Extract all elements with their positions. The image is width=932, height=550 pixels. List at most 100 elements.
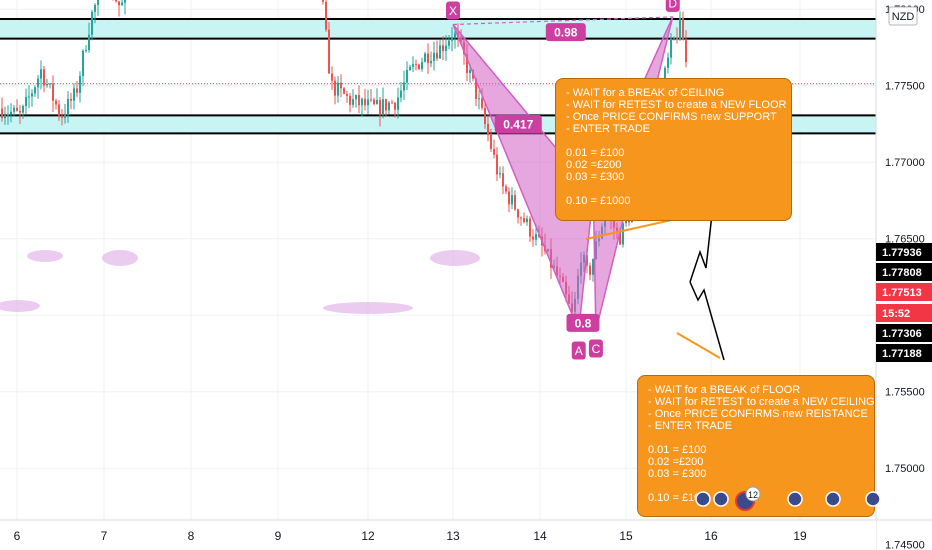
x-tick-label: 19 (793, 529, 807, 543)
candle-body (43, 69, 45, 86)
x-tick-label: 6 (14, 529, 21, 543)
y-tick-label: 1.77000 (885, 157, 925, 169)
candle-body (523, 218, 525, 223)
candle-body (331, 73, 333, 81)
currency-tag-bg (888, 6, 918, 26)
candle-body (124, 0, 126, 3)
candle-body (7, 114, 9, 116)
pattern-triangle-xab (452, 24, 595, 331)
candle-body (343, 88, 345, 94)
price-badge: 1.77306 (882, 328, 922, 340)
candle-body (25, 97, 27, 107)
y-tick-label: 1.75000 (885, 463, 925, 475)
price-badge-bg (876, 243, 932, 261)
highlight-ellipse (0, 300, 40, 312)
candle-body (382, 99, 384, 115)
candle-body (679, 17, 681, 40)
x-tick-label: 8 (188, 529, 195, 543)
candle-body (79, 76, 81, 93)
candle-body (418, 64, 420, 70)
price-zone (0, 18, 876, 39)
candle-body (337, 82, 339, 96)
pattern-point-label: A (575, 344, 583, 358)
candle-body (676, 37, 678, 40)
note-line: 0.10 = £10 (648, 492, 701, 504)
price-badge-bg (876, 263, 932, 281)
candle-body (121, 2, 123, 6)
price-badge-bg (876, 283, 932, 301)
candle-body (340, 82, 342, 89)
price-badge: 15:52 (882, 308, 910, 320)
candle-body (55, 100, 57, 105)
ratio-label: 0.417 (503, 117, 533, 131)
candle-body (397, 97, 399, 110)
candle-body (376, 100, 378, 105)
candle-body (58, 104, 60, 116)
note-line: 0.01 = £100 (566, 147, 625, 159)
candle-body (499, 173, 501, 175)
x-tick-label: 16 (704, 529, 718, 543)
candle-body (70, 98, 72, 101)
candle-body (73, 88, 75, 101)
pattern-point-label-bg (446, 1, 460, 20)
candle-body (502, 173, 504, 187)
price-badge: 1.77936 (882, 247, 922, 259)
candle-body (91, 11, 93, 35)
x-tick-label: 13 (446, 529, 460, 543)
candle-body (511, 195, 513, 205)
candle-body (433, 52, 435, 61)
y-tick-label: 1.77500 (885, 81, 925, 93)
x-tick-label: 9 (275, 529, 282, 543)
price-badge: 1.77513 (882, 287, 922, 299)
highlight-ellipse (102, 250, 138, 266)
candle-body (526, 218, 528, 223)
top-trade-note[interactable]: - WAIT for a BREAK of CEILING - WAIT for… (555, 78, 792, 221)
note-line (566, 135, 781, 147)
candle-body (625, 219, 627, 224)
pattern-point-label-bg (665, 0, 680, 12)
candle-body (505, 186, 507, 192)
candle-body (664, 67, 666, 87)
candle-body (325, 1, 327, 30)
projection-up-path (689, 195, 715, 283)
candle-body (94, 4, 96, 12)
candle-body (451, 37, 453, 41)
note-line: 0.02 =£200 (648, 456, 704, 468)
candle-body (514, 195, 516, 210)
candle-body (445, 45, 447, 51)
candle-body (421, 61, 423, 70)
candle-body (388, 102, 390, 111)
y-axis: 1.745001.750001.755001.760001.765001.770… (875, 0, 932, 550)
candle-body (586, 255, 588, 266)
ratio-label: 0.98 (554, 26, 578, 40)
candle-body (391, 102, 393, 104)
candle-body (406, 70, 408, 83)
candle-body (403, 82, 405, 91)
candle-body (46, 84, 48, 86)
note-line: - Once PRICE CONFIRMS new REISTANCE (648, 408, 868, 420)
candle-body (385, 99, 387, 111)
note-line (566, 183, 781, 195)
y-tick-label: 1.74500 (885, 540, 925, 550)
note-line: - WAIT for RETEST to create a NEW FLOOR (566, 99, 787, 111)
candle-body (358, 95, 360, 106)
bottom-trade-note[interactable]: - WAIT for a BREAK of FLOOR - WAIT for R… (637, 375, 875, 517)
price-badge: 1.77188 (882, 348, 922, 360)
candle-body (520, 217, 522, 219)
candle-body (349, 95, 351, 105)
candle-body (517, 209, 519, 218)
pattern-point-label-bg (571, 341, 586, 360)
candle-body (52, 83, 54, 101)
ratio-label: 0.8 (575, 316, 592, 330)
x-tick-label: 14 (533, 529, 547, 543)
candle-body (85, 50, 87, 52)
note-line (648, 432, 864, 444)
candle-body (352, 99, 354, 105)
candle-body (622, 223, 624, 245)
candle-body (346, 93, 348, 96)
candle-body (49, 83, 51, 85)
candle-body (88, 34, 90, 51)
candle-body (40, 69, 42, 79)
x-axis: 6 7 8 9 12 13 14 15 16 19 (0, 519, 932, 550)
